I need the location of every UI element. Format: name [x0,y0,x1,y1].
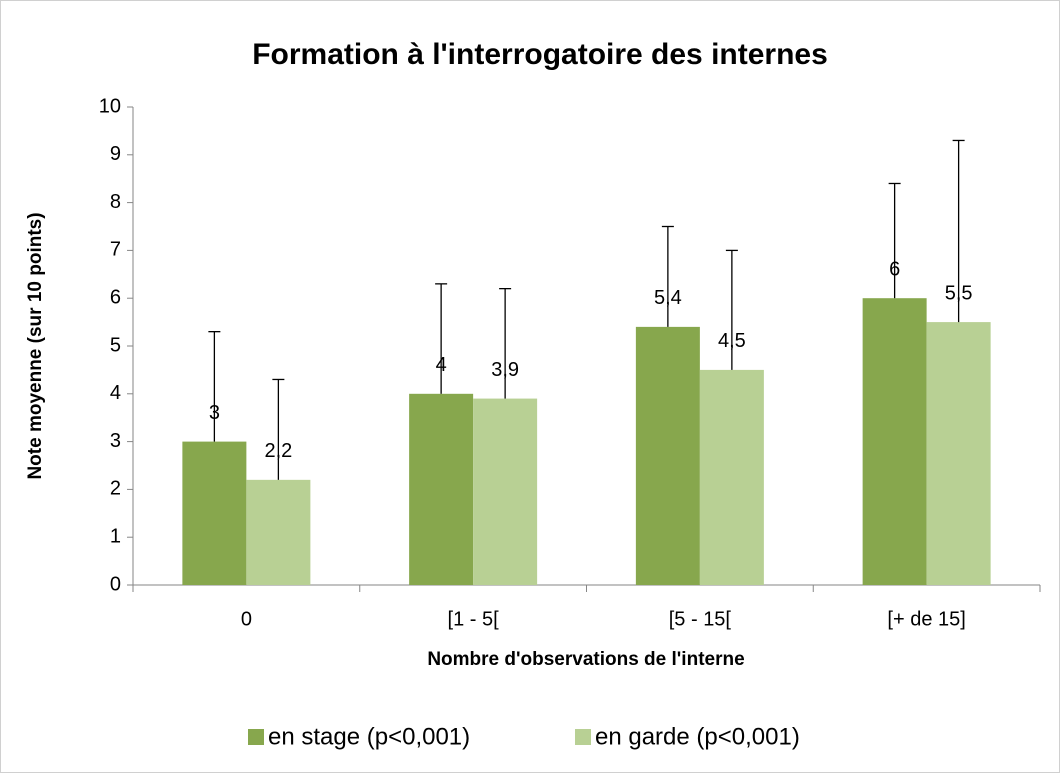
x-tick-label: [1 - 5[ [448,608,500,630]
data-label: 5,4 [654,287,682,309]
y-tick-label: 8 [110,191,121,213]
x-tick-label: 0 [241,608,252,630]
legend-swatch [575,729,591,745]
bar [473,398,538,585]
legend-label: en garde (p<0,001) [595,723,800,750]
bar [862,298,927,585]
bar [409,393,474,585]
y-tick-label: 4 [110,382,121,404]
x-tick-label: [5 - 15[ [669,608,732,630]
y-tick-label: 0 [110,573,121,595]
y-tick-label: 3 [110,430,121,452]
y-tick-label: 6 [110,286,121,308]
bar [182,441,247,585]
legend-label: en stage (p<0,001) [268,723,470,750]
data-label: 2,2 [264,440,292,462]
y-tick-label: 9 [110,143,121,165]
chart-title: Formation à l'interrogatoire des interne… [252,38,828,71]
data-label: 6 [889,258,900,280]
data-label: 3,9 [491,359,519,381]
data-label: 5,5 [945,282,973,304]
y-axis-label: Note moyenne (sur 10 points) [25,212,46,479]
data-label: 4 [436,354,447,376]
data-label: 4,5 [718,330,746,352]
bar [699,369,764,585]
y-tick-label: 10 [99,95,121,117]
legend-swatch [248,729,264,745]
data-label: 3 [209,402,220,424]
bar [246,479,311,585]
y-tick-label: 2 [110,478,121,500]
y-tick-label: 5 [110,334,121,356]
x-axis-label: Nombre d'observations de l'interne [427,649,744,670]
bar [635,326,700,585]
x-tick-label: [+ de 15] [887,608,965,630]
bar [926,322,991,585]
y-tick-label: 7 [110,239,121,261]
y-tick-label: 1 [110,525,121,547]
